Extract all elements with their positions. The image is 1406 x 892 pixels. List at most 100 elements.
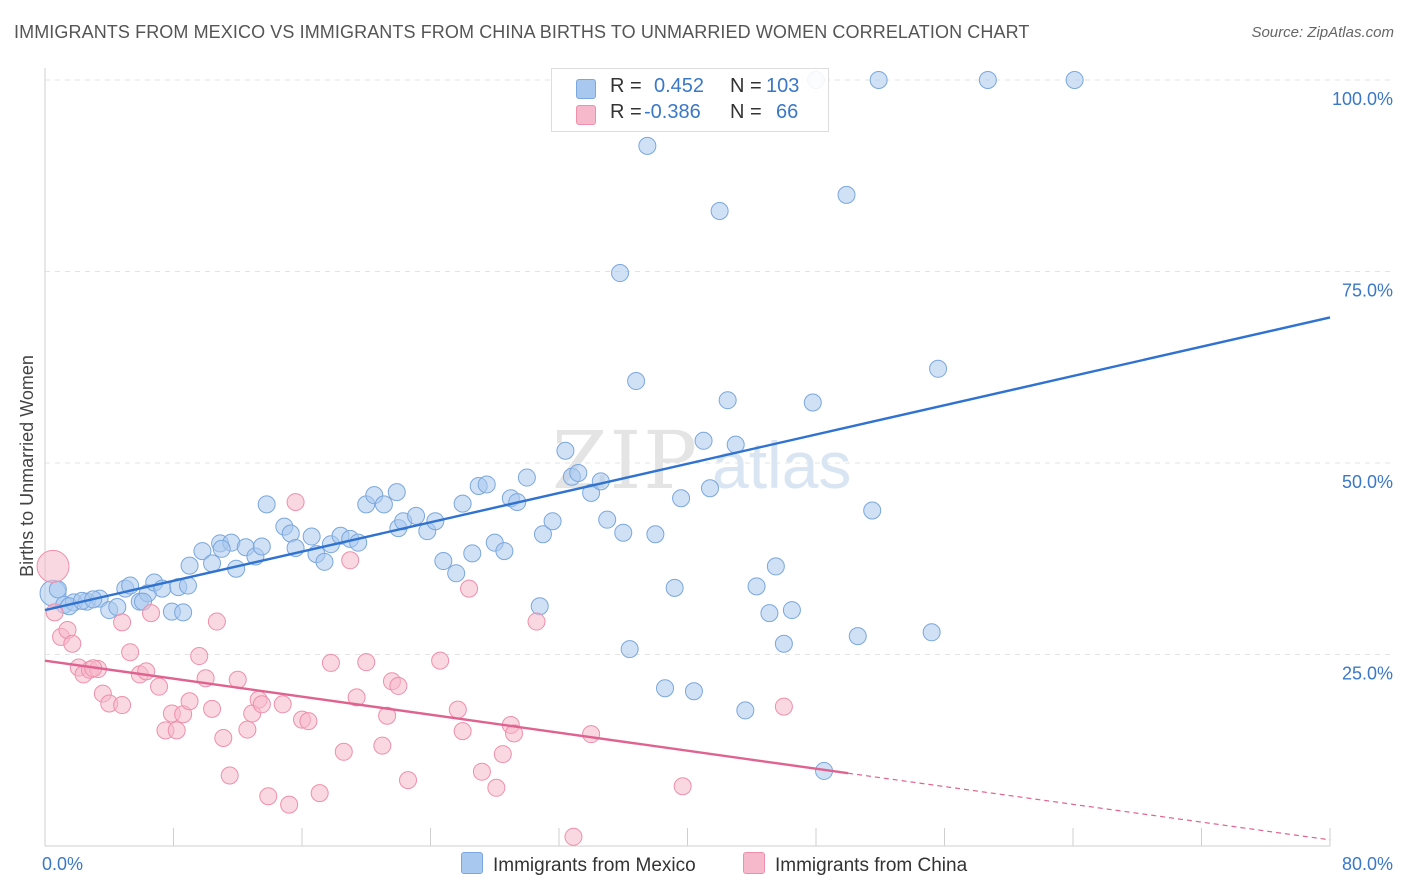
point-china [280, 795, 299, 814]
y-tick-label: 75.0% [1342, 281, 1393, 301]
data-points [36, 71, 1084, 846]
point-china [527, 612, 546, 631]
point-china [113, 613, 132, 632]
point-mexico [611, 264, 630, 283]
point-china [150, 677, 169, 696]
point-china [203, 699, 222, 718]
point-china [673, 777, 692, 796]
bottom-legend-mexico: Immigrants from Mexico [461, 852, 696, 877]
point-mexico [174, 603, 193, 622]
point-china [774, 697, 793, 716]
point-mexico [48, 580, 67, 599]
point-china [259, 787, 278, 806]
point-china [453, 722, 472, 741]
point-china [472, 762, 491, 781]
point-mexico [180, 556, 199, 575]
point-china [399, 771, 418, 790]
point-china [493, 745, 512, 764]
point-mexico [766, 557, 785, 576]
point-mexico [620, 640, 639, 659]
point-china [487, 778, 506, 797]
chart-title: IMMIGRANTS FROM MEXICO VS IMMIGRANTS FRO… [14, 22, 1030, 42]
point-mexico [665, 578, 684, 597]
point-mexico [760, 604, 779, 623]
legend-r-value-china: -0.386 [644, 101, 701, 123]
point-mexico [447, 564, 466, 583]
point-mexico [453, 494, 472, 513]
legend-n-label: N = [730, 101, 762, 123]
point-mexico [736, 701, 755, 720]
bottom-legend-label-mexico: Immigrants from Mexico [493, 855, 696, 876]
point-china [63, 634, 82, 653]
point-china [505, 724, 524, 743]
point-mexico [863, 501, 882, 520]
y-tick-label: 25.0% [1342, 664, 1393, 684]
point-mexico [627, 372, 646, 391]
point-mexico [533, 525, 552, 544]
point-mexico [700, 479, 719, 498]
point-china [310, 784, 329, 803]
bottom-legend-china: Immigrants from China [743, 852, 967, 877]
point-mexico [212, 539, 231, 558]
point-mexico [374, 495, 393, 514]
legend-n-value-china: 66 [776, 101, 799, 123]
point-china [460, 579, 479, 598]
point-mexico [407, 506, 426, 525]
point-mexico [252, 537, 271, 556]
point-mexico [710, 201, 729, 220]
legend-r-label: R = [610, 75, 642, 97]
watermark-zip: ZIP [552, 414, 699, 507]
point-china [582, 725, 601, 744]
trend-line-china [44, 659, 849, 775]
point-china [142, 604, 161, 623]
legend-n-value-mexico: 103 [766, 75, 800, 97]
point-mexico [387, 483, 406, 502]
point-mexico [929, 359, 948, 378]
point-mexico [108, 598, 127, 617]
point-mexico [315, 552, 334, 571]
trend-extension-china [848, 772, 1331, 841]
x-tick-label: 80.0% [1342, 854, 1393, 874]
y-axis-label: Births to Unmarried Women [17, 355, 37, 577]
point-china [167, 721, 186, 740]
point-mexico [203, 554, 222, 573]
point-mexico [495, 542, 514, 561]
legend-n-label: N = [730, 75, 762, 97]
point-china [431, 651, 450, 670]
point-mexico [638, 136, 657, 155]
correlation-legend: R = 0.452 N = 103 R = -0.386 N = 66 [551, 68, 829, 132]
y-tick-label: 50.0% [1342, 472, 1393, 492]
point-mexico [848, 627, 867, 646]
point-china [220, 766, 239, 785]
trend-lines [44, 316, 1331, 841]
point-mexico [257, 495, 276, 514]
point-mexico [517, 468, 536, 487]
point-mexico [463, 544, 482, 563]
bottom-legend-swatch-mexico [461, 852, 483, 874]
point-mexico [672, 489, 691, 508]
x-tick-label: 0.0% [42, 854, 83, 874]
point-mexico [922, 623, 941, 642]
point-mexico [656, 679, 675, 698]
point-mexico [582, 483, 601, 502]
point-mexico [694, 431, 713, 450]
point-mexico [718, 391, 737, 410]
legend-swatch-mexico [576, 79, 596, 99]
point-mexico [193, 542, 212, 561]
point-mexico [530, 597, 549, 616]
point-china [448, 700, 467, 719]
point-mexico [869, 71, 888, 89]
point-mexico [684, 682, 703, 701]
point-china [190, 647, 209, 666]
point-mexico [477, 475, 496, 494]
point-china [341, 551, 360, 570]
legend-swatch-china [576, 105, 596, 125]
point-china [389, 676, 408, 695]
point-china [137, 662, 156, 681]
trend-line-mexico [44, 316, 1331, 612]
point-mexico [1065, 71, 1084, 89]
point-china [321, 653, 340, 672]
point-mexico [598, 510, 617, 529]
point-mexico [569, 463, 588, 482]
point-mexico [837, 185, 856, 204]
